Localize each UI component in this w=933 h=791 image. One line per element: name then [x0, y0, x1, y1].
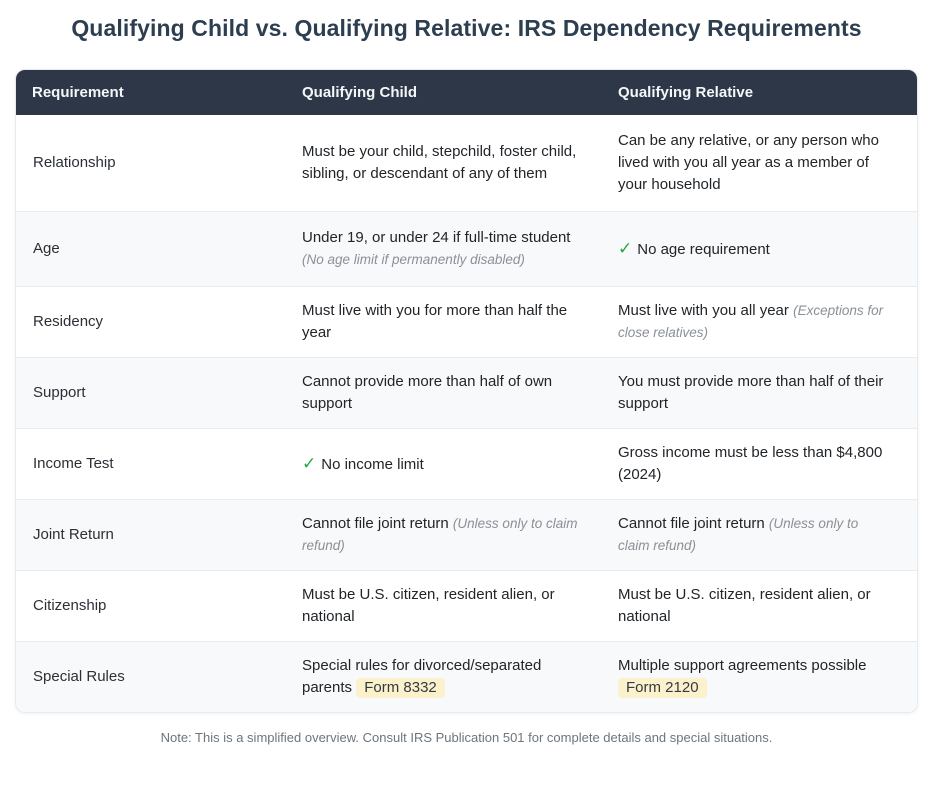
italic-note: (No age limit if permanently disabled) — [302, 252, 525, 267]
column-header-requirement: Requirement — [32, 84, 124, 101]
footnote: Note: This is a simplified overview. Con… — [160, 730, 773, 745]
cell-text: Multiple support agreements possible — [618, 657, 867, 674]
qualifying-relative-cell: Multiple support agreements possible For… — [602, 642, 917, 712]
comparison-table: Requirement Qualifying Child Qualifying … — [15, 69, 918, 713]
requirement-label: Relationship — [33, 154, 116, 171]
cell-text: Must be your child, stepchild, foster ch… — [302, 143, 577, 182]
requirement-label: Citizenship — [33, 597, 107, 614]
italic-note: (Unless only to claim refund) — [302, 516, 578, 553]
table-row-special-rules: Special Rules Special rules for divorced… — [16, 641, 917, 712]
cell-text: Gross income must be less than $4,800 (2… — [618, 444, 883, 483]
cell-text: Must be U.S. citizen, resident alien, or… — [618, 586, 871, 625]
column-header-qualifying-relative: Qualifying Relative — [618, 84, 754, 101]
cell-text: No income limit — [321, 455, 424, 473]
qualifying-child-cell: Cannot provide more than half of own sup… — [286, 358, 602, 428]
qualifying-relative-cell: Must be U.S. citizen, resident alien, or… — [602, 571, 917, 641]
italic-note: (Exceptions for close relatives) — [618, 303, 884, 340]
qualifying-child-cell: Under 19, or under 24 if full-time stude… — [286, 212, 602, 286]
cell-text: Cannot file joint return — [618, 515, 765, 532]
cell-text: No age requirement — [637, 240, 770, 258]
cell-text: Must be U.S. citizen, resident alien, or… — [302, 586, 555, 625]
table-row-residency: Residency Must live with you for more th… — [16, 286, 917, 357]
cell-text: Special rules for divorced/separated par… — [302, 657, 542, 696]
form-badge: Form 2120 — [618, 678, 707, 698]
qualifying-relative-cell: Gross income must be less than $4,800 (2… — [602, 429, 917, 499]
qualifying-relative-cell: You must provide more than half of their… — [602, 358, 917, 428]
qualifying-child-cell: Must live with you for more than half th… — [286, 287, 602, 357]
page-title: Qualifying Child vs. Qualifying Relative… — [71, 15, 862, 41]
qualifying-child-cell: Special rules for divorced/separated par… — [286, 642, 602, 712]
table-header-row: Requirement Qualifying Child Qualifying … — [16, 70, 917, 115]
table-row-age: Age Under 19, or under 24 if full-time s… — [16, 211, 917, 286]
qualifying-child-cell: Cannot file joint return (Unless only to… — [286, 500, 602, 570]
requirement-label: Age — [33, 240, 60, 257]
column-header-qualifying-child: Qualifying Child — [302, 84, 417, 101]
table-row-support: Support Cannot provide more than half of… — [16, 357, 917, 428]
requirement-label: Special Rules — [33, 668, 125, 685]
requirement-label: Joint Return — [33, 526, 114, 543]
qualifying-relative-cell: Cannot file joint return (Unless only to… — [602, 500, 917, 570]
qualifying-child-cell: ✓ No income limit — [286, 429, 602, 499]
qualifying-relative-cell: Must live with you all year (Exceptions … — [602, 287, 917, 357]
cell-text: Under 19, or under 24 if full-time stude… — [302, 229, 571, 246]
cell-text: You must provide more than half of their… — [618, 373, 884, 412]
check-icon: ✓ — [618, 238, 633, 258]
cell-text: Must live with you for more than half th… — [302, 302, 568, 341]
requirement-label: Income Test — [33, 455, 114, 472]
qualifying-relative-cell: ✓ No age requirement — [602, 212, 917, 286]
qualifying-child-cell: Must be your child, stepchild, foster ch… — [286, 115, 602, 211]
requirement-label: Residency — [33, 313, 104, 330]
table-row-joint-return: Joint Return Cannot file joint return (U… — [16, 499, 917, 570]
cell-text: Can be any relative, or any person who l… — [618, 132, 879, 193]
table-row-citizenship: Citizenship Must be U.S. citizen, reside… — [16, 570, 917, 641]
requirement-label: Support — [33, 384, 86, 401]
form-badge: Form 8332 — [356, 678, 445, 698]
cell-text: Cannot file joint return — [302, 515, 449, 532]
qualifying-child-cell: Must be U.S. citizen, resident alien, or… — [286, 571, 602, 641]
cell-text: Must live with you all year — [618, 302, 789, 319]
cell-text: Cannot provide more than half of own sup… — [302, 373, 553, 412]
italic-note: (Unless only to claim refund) — [618, 516, 859, 553]
table-row-income-test: Income Test ✓ No income limit Gross incom… — [16, 428, 917, 499]
check-icon: ✓ — [302, 453, 317, 473]
table-row-relationship: Relationship Must be your child, stepchi… — [16, 115, 917, 211]
page: Qualifying Child vs. Qualifying Relative… — [0, 15, 933, 791]
qualifying-relative-cell: Can be any relative, or any person who l… — [602, 115, 917, 211]
